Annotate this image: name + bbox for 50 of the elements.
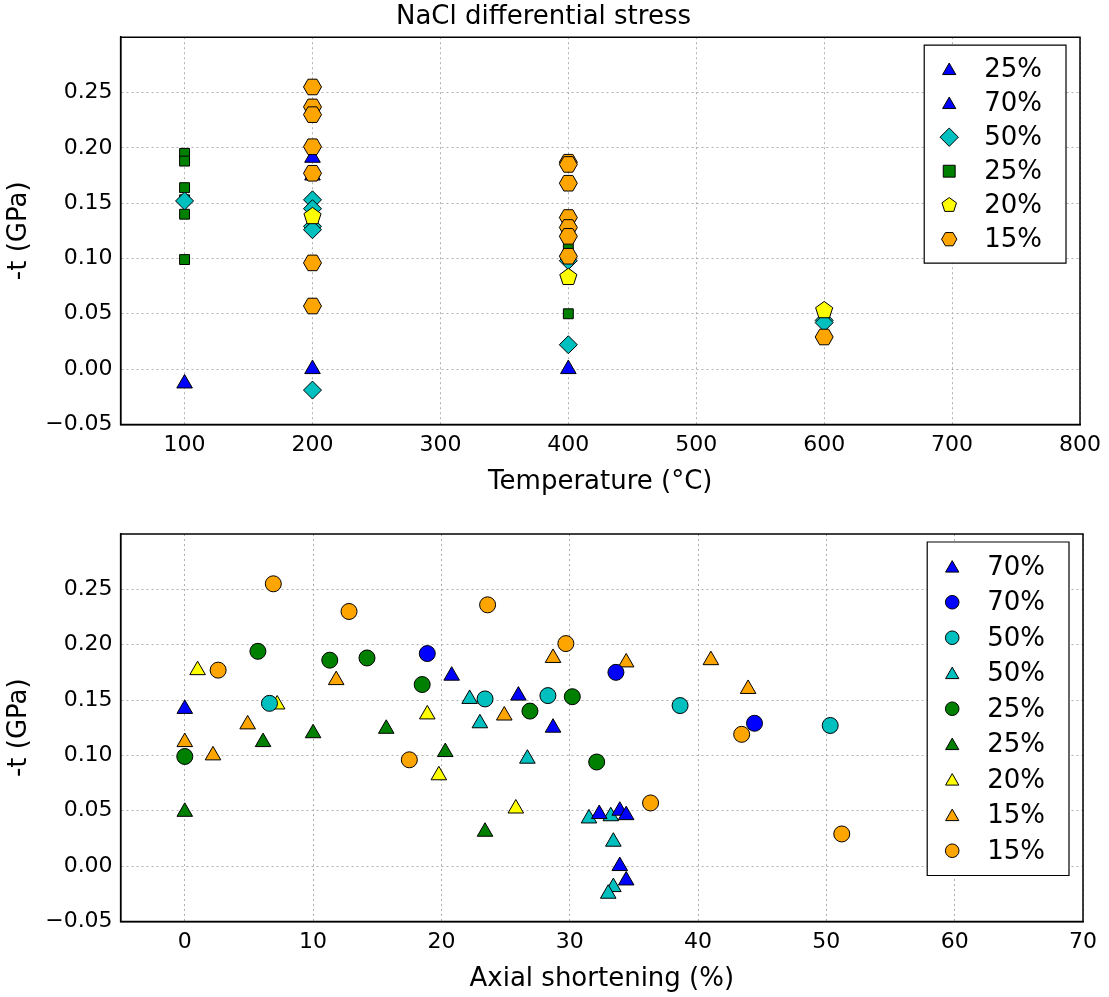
x-axis-title: Temperature (°C) — [487, 465, 713, 496]
x-tick-label: 400 — [547, 431, 590, 457]
x-tick-label: 0 — [177, 928, 192, 954]
y-tick-label: 0.25 — [63, 78, 113, 104]
y-tick-label: 0.10 — [63, 741, 113, 767]
y-tick-label: 0.05 — [63, 796, 113, 822]
y-tick-label: 0.15 — [63, 685, 113, 711]
legend-label: 25% — [987, 728, 1046, 758]
y-axis-title: -t (GPa) — [2, 678, 33, 778]
legend-label: 25% — [984, 52, 1043, 83]
y-tick-label: 0.25 — [63, 575, 113, 601]
legend-label: 50% — [987, 621, 1046, 652]
x-tick-label: 50 — [812, 928, 841, 954]
legend-label: 70% — [987, 586, 1046, 616]
y-tick-label: 0.15 — [63, 188, 113, 214]
y-tick-label: 0.00 — [63, 851, 113, 877]
x-tick-label: 800 — [1059, 431, 1101, 457]
y-tick-label: −0.05 — [45, 410, 113, 436]
x-tick-label: 500 — [675, 431, 718, 457]
chart-title: NaCl differential stress — [395, 0, 692, 31]
x-tick-label: 10 — [299, 928, 328, 954]
y-tick-label: 0.05 — [63, 299, 113, 325]
legend-label: 25% — [984, 154, 1043, 185]
x-tick-label: 70 — [1069, 928, 1097, 954]
x-tick-label: 700 — [931, 431, 974, 457]
y-tick-label: 0.20 — [63, 133, 113, 159]
legend-label: 50% — [984, 120, 1043, 151]
legend-label: 15% — [987, 834, 1046, 865]
legend-label: 15% — [984, 222, 1043, 253]
x-tick-label: 200 — [291, 431, 334, 457]
x-tick-label: 300 — [419, 431, 462, 457]
x-tick-label: 30 — [555, 928, 584, 954]
legend-label: 20% — [984, 188, 1043, 219]
y-tick-label: 0.00 — [63, 354, 113, 380]
y-tick-label: −0.05 — [45, 907, 113, 933]
legend-label: 70% — [987, 550, 1046, 581]
y-tick-label: 0.20 — [63, 630, 113, 656]
y-axis-title: -t (GPa) — [2, 181, 33, 281]
x-tick-label: 40 — [684, 928, 713, 954]
x-tick-label: 60 — [940, 928, 969, 954]
legend-label: 50% — [987, 657, 1046, 687]
x-tick-label: 600 — [803, 431, 846, 457]
x-tick-label: 20 — [427, 928, 456, 954]
x-axis-title: Axial shortening (%) — [469, 962, 735, 993]
x-tick-label: 100 — [163, 431, 206, 457]
legend-label: 25% — [987, 692, 1046, 723]
legend-label: 70% — [984, 86, 1043, 117]
legend-label: 15% — [987, 799, 1046, 829]
y-tick-label: 0.10 — [63, 244, 113, 270]
legend-label: 20% — [987, 763, 1046, 794]
